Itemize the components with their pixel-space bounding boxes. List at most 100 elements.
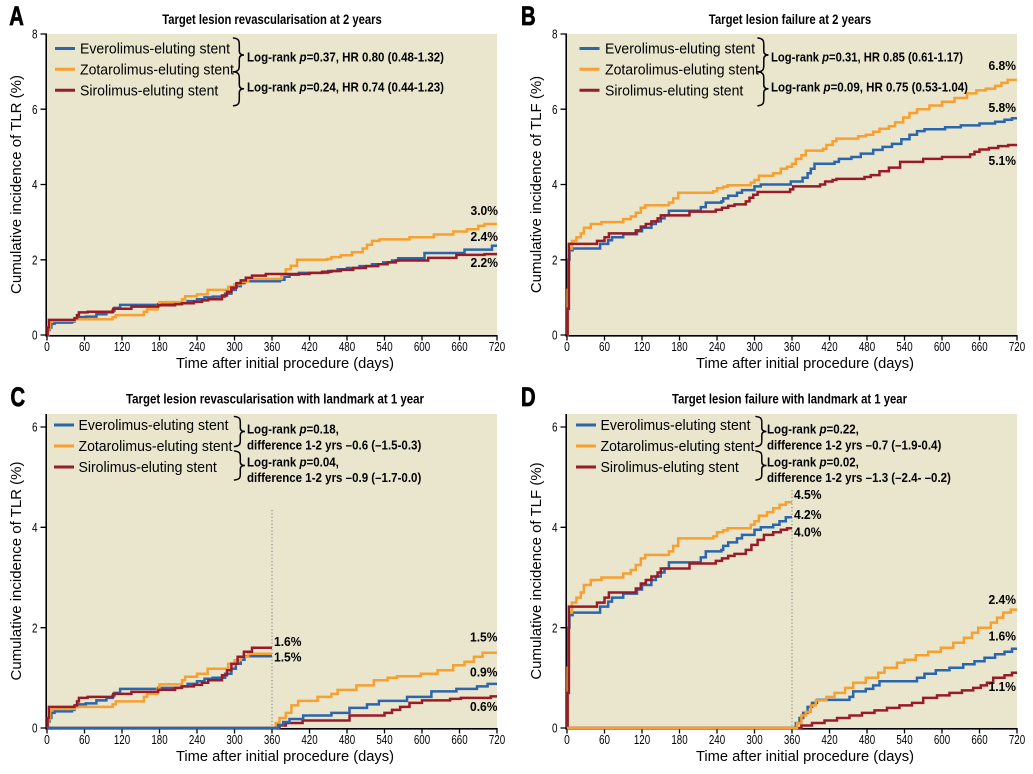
svg-text:6: 6	[32, 102, 38, 117]
svg-text:Everolimus-eluting stent: Everolimus-eluting stent	[79, 417, 230, 434]
svg-text:540: 540	[896, 339, 912, 354]
svg-text:240: 240	[709, 732, 725, 747]
svg-text:4: 4	[32, 520, 38, 535]
svg-text:60: 60	[599, 339, 610, 354]
svg-text:Time after initial procedure (: Time after initial procedure (days)	[696, 355, 914, 372]
svg-text:600: 600	[414, 339, 430, 354]
svg-text:Sirolimus-eluting stent: Sirolimus-eluting stent	[80, 82, 219, 99]
svg-text:8: 8	[32, 27, 38, 42]
svg-text:480: 480	[859, 339, 875, 354]
svg-text:2: 2	[32, 620, 38, 635]
svg-text:4.5%: 4.5%	[794, 487, 822, 502]
svg-text:60: 60	[79, 339, 90, 354]
svg-text:Log-rank p=0.18,: Log-rank p=0.18,	[247, 422, 339, 437]
svg-text:C: C	[11, 382, 26, 412]
svg-text:Everolimus-eluting stent: Everolimus-eluting stent	[601, 417, 752, 434]
svg-text:Cumulative incidence of TLR (%: Cumulative incidence of TLR (%)	[8, 462, 25, 681]
svg-text:1.1%: 1.1%	[989, 679, 1017, 694]
svg-text:180: 180	[671, 339, 687, 354]
svg-text:Cumulative incidence of TLF (%: Cumulative incidence of TLF (%)	[528, 76, 545, 293]
svg-text:420: 420	[821, 732, 837, 747]
svg-text:600: 600	[934, 732, 950, 747]
svg-text:660: 660	[971, 732, 987, 747]
svg-text:2: 2	[552, 252, 558, 267]
svg-text:120: 120	[634, 732, 650, 747]
svg-text:4: 4	[552, 520, 558, 535]
svg-text:660: 660	[971, 339, 987, 354]
svg-text:Time after initial procedure (: Time after initial procedure (days)	[696, 748, 914, 765]
svg-text:6: 6	[552, 420, 558, 435]
svg-text:Target lesion revascularisatio: Target lesion revascularisation at 2 yea…	[162, 11, 382, 27]
svg-text:2.4%: 2.4%	[989, 592, 1017, 607]
svg-text:0: 0	[552, 721, 558, 736]
svg-text:600: 600	[934, 339, 950, 354]
svg-text:Everolimus-eluting stent: Everolimus-eluting stent	[605, 41, 756, 58]
svg-text:0: 0	[564, 339, 570, 354]
svg-text:4.2%: 4.2%	[794, 507, 822, 522]
svg-text:Zotarolimus-eluting stent: Zotarolimus-eluting stent	[79, 438, 234, 455]
svg-text:Log-rank p=0.22,: Log-rank p=0.22,	[767, 422, 859, 437]
svg-text:360: 360	[784, 339, 800, 354]
svg-text:0.9%: 0.9%	[470, 665, 498, 680]
svg-text:2: 2	[32, 252, 38, 267]
svg-text:540: 540	[896, 732, 912, 747]
svg-text:300: 300	[226, 339, 242, 354]
svg-text:120: 120	[114, 339, 130, 354]
svg-text:Zotarolimus-eluting stent: Zotarolimus-eluting stent	[605, 61, 760, 78]
svg-text:Log-rank p=0.02,: Log-rank p=0.02,	[767, 455, 859, 470]
svg-text:Sirolimus-eluting stent: Sirolimus-eluting stent	[605, 82, 744, 99]
svg-text:1.5%: 1.5%	[274, 650, 302, 665]
svg-text:660: 660	[451, 339, 467, 354]
svg-text:240: 240	[709, 339, 725, 354]
svg-text:6: 6	[32, 420, 38, 435]
svg-text:420: 420	[301, 339, 317, 354]
svg-text:D: D	[521, 382, 536, 412]
svg-text:300: 300	[746, 339, 762, 354]
svg-text:Target lesion revascularisatio: Target lesion revascularisation with lan…	[126, 391, 424, 407]
svg-text:240: 240	[189, 732, 205, 747]
svg-text:420: 420	[821, 339, 837, 354]
svg-text:720: 720	[489, 339, 505, 354]
svg-text:0: 0	[552, 328, 558, 343]
svg-text:180: 180	[671, 732, 687, 747]
svg-text:Time after initial procedure (: Time after initial procedure (days)	[176, 748, 394, 765]
svg-text:300: 300	[226, 732, 242, 747]
svg-text:0: 0	[44, 339, 50, 354]
svg-text:Target lesion failure at 2 yea: Target lesion failure at 2 years	[709, 11, 872, 27]
svg-text:480: 480	[339, 339, 355, 354]
svg-text:4: 4	[552, 177, 558, 192]
svg-text:0: 0	[32, 721, 38, 736]
svg-text:1.6%: 1.6%	[989, 629, 1017, 644]
svg-text:5.8%: 5.8%	[989, 100, 1017, 115]
svg-text:Sirolimus-eluting stent: Sirolimus-eluting stent	[79, 459, 218, 476]
svg-text:480: 480	[859, 732, 875, 747]
svg-text:difference 1-2 yrs –0.9 (–1.7-: difference 1-2 yrs –0.9 (–1.7-0.0)	[247, 470, 421, 485]
svg-text:360: 360	[784, 732, 800, 747]
svg-text:6.8%: 6.8%	[989, 58, 1017, 73]
svg-text:5.1%: 5.1%	[989, 153, 1017, 168]
svg-text:180: 180	[151, 732, 167, 747]
svg-text:2.4%: 2.4%	[471, 229, 499, 244]
svg-text:300: 300	[746, 732, 762, 747]
svg-text:4.0%: 4.0%	[794, 525, 822, 540]
svg-text:difference 1-2 yrs –1.3 (–2.4-: difference 1-2 yrs –1.3 (–2.4- –0.2)	[767, 470, 951, 485]
svg-text:difference 1-2 yrs –0.6 (–1.5-: difference 1-2 yrs –0.6 (–1.5-0.3)	[247, 438, 421, 453]
svg-text:0: 0	[32, 328, 38, 343]
svg-text:660: 660	[451, 732, 467, 747]
svg-text:Time after initial procedure (: Time after initial procedure (days)	[176, 355, 394, 372]
svg-text:6: 6	[552, 102, 558, 117]
svg-text:2: 2	[552, 620, 558, 635]
svg-text:540: 540	[376, 732, 392, 747]
svg-text:Cumulative incidence of TLR (%: Cumulative incidence of TLR (%)	[8, 75, 25, 294]
svg-text:Everolimus-eluting stent: Everolimus-eluting stent	[80, 41, 231, 58]
svg-text:A: A	[9, 1, 24, 31]
svg-text:Sirolimus-eluting stent: Sirolimus-eluting stent	[601, 459, 740, 476]
svg-text:1.5%: 1.5%	[470, 630, 498, 645]
svg-text:Target lesion failure with lan: Target lesion failure with landmark at 1…	[672, 391, 907, 407]
svg-text:Log-rank p=0.09, HR 0.75 (0.53: Log-rank p=0.09, HR 0.75 (0.53-1.04)	[771, 80, 968, 95]
svg-text:420: 420	[301, 732, 317, 747]
svg-text:360: 360	[264, 732, 280, 747]
svg-text:720: 720	[489, 732, 505, 747]
svg-text:2.2%: 2.2%	[471, 255, 499, 270]
svg-text:360: 360	[264, 339, 280, 354]
